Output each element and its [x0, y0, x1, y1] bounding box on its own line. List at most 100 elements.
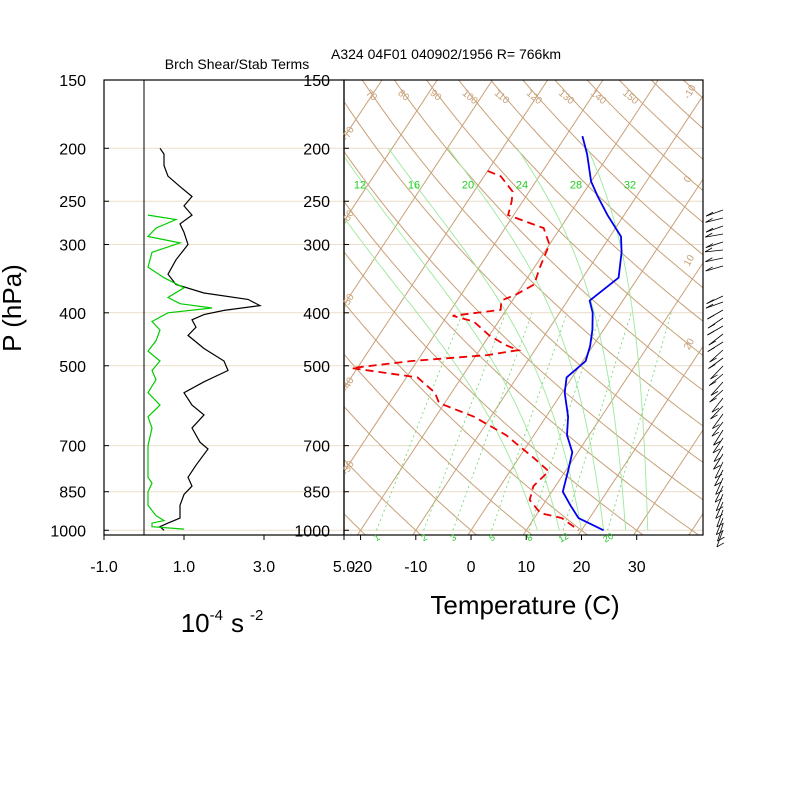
isotherm-label: -50 — [340, 292, 357, 310]
wind-barb-feather — [705, 232, 713, 238]
skewt-title: A324 04F01 040902/1956 R= 766km — [331, 46, 561, 62]
wind-barb-staff — [716, 529, 724, 548]
temperature-axis-label: Temperature (C) — [430, 590, 619, 620]
wind-barb-staff — [717, 523, 724, 542]
wind-barb-staff — [714, 461, 724, 479]
isotherm-label: -10 — [682, 83, 699, 101]
dry-adiabat-label: 140 — [588, 88, 608, 107]
moist-adiabat-label: 20 — [462, 180, 474, 192]
wind-barb-staff — [713, 453, 724, 470]
wind-barb-staff — [705, 217, 724, 223]
wind-barb-feather — [707, 330, 715, 336]
isotherm — [344, 80, 493, 306]
dry-adiabat — [344, 100, 703, 464]
wind-barb-staff — [709, 349, 724, 363]
wind-barb-staff — [714, 485, 724, 503]
wind-barb-staff — [705, 241, 724, 248]
y-tick-label: 400 — [303, 306, 330, 323]
y-tick-label: 500 — [59, 359, 86, 376]
x-tick-label: 5.0 — [333, 559, 355, 576]
wind-barb-staff — [713, 429, 724, 446]
wind-barb-staff — [715, 501, 724, 519]
shear-term-line — [158, 147, 262, 531]
wind-barb-feather — [705, 218, 713, 223]
y-tick-label: 300 — [303, 238, 330, 255]
dry-adiabat — [344, 405, 477, 535]
skewt-background-grid — [344, 80, 800, 535]
sounding-profiles — [351, 135, 623, 532]
mixing-ratio-line — [376, 312, 464, 531]
moist-adiabat — [388, 148, 582, 531]
wind-barb-feather — [708, 340, 717, 346]
units-base: 10 — [181, 608, 210, 638]
shear-stability-plot — [146, 147, 262, 531]
isotherm — [522, 261, 703, 535]
dry-adiabat-label: 80 — [395, 88, 411, 104]
x-tick-label: 30 — [628, 559, 646, 576]
moist-adiabat-label: 16 — [408, 180, 420, 192]
units-exp: -4 — [210, 607, 223, 624]
dry-adiabat-label: 150 — [620, 88, 640, 107]
stability-term-line — [146, 214, 213, 530]
wind-barb-feather — [711, 431, 720, 437]
temperature-profile — [561, 135, 623, 532]
wind-barb-staff — [705, 257, 724, 263]
wind-barb-staff — [705, 301, 724, 309]
y-axis-label: P (hPa) — [0, 264, 27, 352]
wind-barb-feather — [709, 357, 717, 363]
y-tick-label: 200 — [59, 141, 86, 158]
wind-barb-staff — [710, 365, 724, 380]
wind-barb-feather — [706, 299, 714, 304]
moist-adiabat-label: 12 — [354, 180, 366, 192]
wind-barb-staff — [705, 225, 724, 233]
wind-barb-feather — [705, 211, 714, 217]
wind-barb-staff — [708, 373, 724, 386]
wind-barb-feather — [705, 266, 713, 272]
y-tick-label: 1000 — [50, 523, 86, 540]
mixing-ratio-label: 1 — [372, 532, 381, 543]
skewt-plot-frame — [343, 79, 704, 536]
wind-barb-feather — [705, 303, 714, 309]
moist-adiabat — [516, 148, 627, 531]
wind-barb-staff — [705, 249, 724, 253]
dry-adiabat — [716, 80, 800, 535]
wind-barb-feather — [713, 440, 721, 446]
moist-adiabat-label: 28 — [570, 180, 582, 192]
dry-adiabat — [361, 80, 703, 427]
wind-barb-feather — [705, 243, 714, 248]
wind-barb-feather — [714, 473, 723, 479]
wind-barb-feather — [713, 457, 722, 462]
isotherm-label: 10 — [682, 253, 697, 269]
units-s-exp: -2 — [250, 607, 263, 624]
mixing-ratio-label: 3 — [449, 532, 458, 543]
dry-adiabat — [490, 80, 703, 289]
wind-barb-feather — [705, 257, 713, 263]
wind-barb-staff — [712, 437, 724, 454]
wind-barb-staff — [708, 333, 724, 346]
wind-barb-staff — [712, 413, 724, 429]
y-tick-label: 200 — [303, 141, 330, 158]
dry-adiabat — [522, 80, 703, 256]
y-tick-label: 250 — [303, 194, 330, 211]
mixing-ratio-line — [607, 312, 672, 531]
y-tick-label: 850 — [303, 485, 330, 502]
mixing-ratio-line — [491, 312, 568, 531]
isotherm — [688, 512, 703, 535]
y-tick-label: 850 — [59, 485, 86, 502]
wind-barb-staff — [705, 233, 724, 238]
dry-adiabat — [344, 302, 588, 535]
x-tick-label: 10 — [517, 559, 535, 576]
y-tick-label: 250 — [59, 194, 86, 211]
wind-barb-feather — [714, 481, 722, 487]
wind-barb-staff — [711, 421, 724, 437]
isotherm — [633, 429, 703, 535]
y-tick-label: 500 — [303, 359, 330, 376]
wind-barb-feather — [710, 374, 718, 380]
mixing-ratio-line — [452, 312, 533, 531]
isotherm — [344, 80, 549, 390]
isotherm — [357, 80, 659, 535]
x-tick-label: -1.0 — [90, 559, 118, 576]
x-tick-label: 3.0 — [253, 559, 275, 576]
wind-barb-feather — [707, 323, 716, 329]
